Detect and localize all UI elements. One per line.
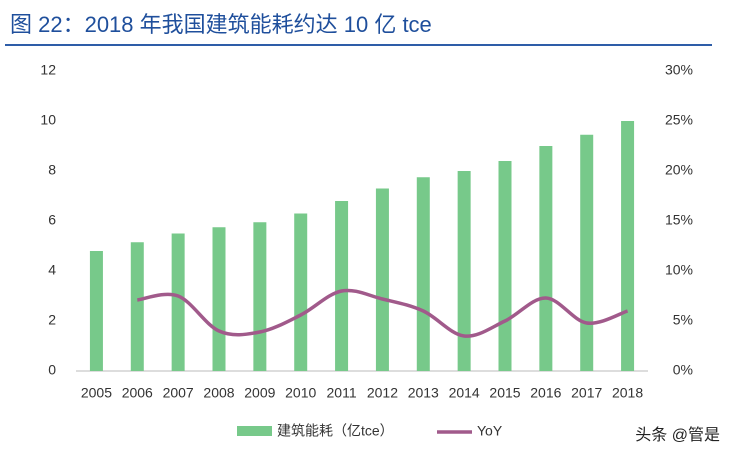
x-tick-label: 2018 xyxy=(612,385,643,401)
y2-tick-label: 0% xyxy=(673,362,693,378)
x-tick-label: 2016 xyxy=(530,385,561,401)
y-tick-label: 2 xyxy=(48,312,56,328)
y-tick-label: 8 xyxy=(48,162,56,178)
y2-tick-label: 20% xyxy=(665,162,693,178)
line xyxy=(136,288,629,338)
x-tick-label: 2008 xyxy=(203,385,234,401)
y-tick-label: 12 xyxy=(40,62,56,78)
bar xyxy=(580,134,594,371)
bar xyxy=(130,242,144,371)
y2-tick-label: 10% xyxy=(665,262,693,278)
x-tick-label: 2013 xyxy=(408,385,439,401)
y-tick-label: 10 xyxy=(40,112,56,128)
chart-title: 图 22：2018 年我国建筑能耗约达 10 亿 tce xyxy=(10,12,432,37)
bar xyxy=(212,227,226,371)
bar xyxy=(171,233,185,371)
y2-tick-label: 25% xyxy=(665,112,693,128)
x-tick-label: 2010 xyxy=(285,385,316,401)
bar xyxy=(621,121,635,371)
y2-tick-label: 5% xyxy=(673,312,693,328)
bar xyxy=(294,213,308,371)
x-tick-label: 2009 xyxy=(244,385,275,401)
y2-tick-label: 30% xyxy=(665,62,693,78)
x-tick-label: 2007 xyxy=(163,385,194,401)
bar xyxy=(89,251,103,371)
bar xyxy=(416,177,430,371)
bar xyxy=(539,146,553,371)
bar xyxy=(498,161,512,371)
x-tick-label: 2014 xyxy=(449,385,480,401)
legend-swatch xyxy=(237,426,272,436)
x-tick-label: 2006 xyxy=(122,385,153,401)
y-tick-label: 4 xyxy=(48,262,56,278)
bar xyxy=(335,201,349,371)
bar xyxy=(253,222,267,371)
legend-label: 建筑能耗（亿tce） xyxy=(277,423,394,439)
x-tick-label: 2012 xyxy=(367,385,398,401)
x-tick-label: 2011 xyxy=(327,385,357,401)
y2-tick-label: 15% xyxy=(665,212,693,228)
legend-label: YoY xyxy=(477,423,503,439)
bar xyxy=(375,188,389,371)
watermark: 头条 @管是 xyxy=(635,426,720,444)
y-tick-label: 0 xyxy=(48,362,56,378)
x-tick-label: 2015 xyxy=(489,385,520,401)
y-tick-label: 6 xyxy=(48,212,56,228)
x-tick-label: 2005 xyxy=(81,385,112,401)
bar xyxy=(457,171,471,371)
x-tick-label: 2017 xyxy=(571,385,602,401)
